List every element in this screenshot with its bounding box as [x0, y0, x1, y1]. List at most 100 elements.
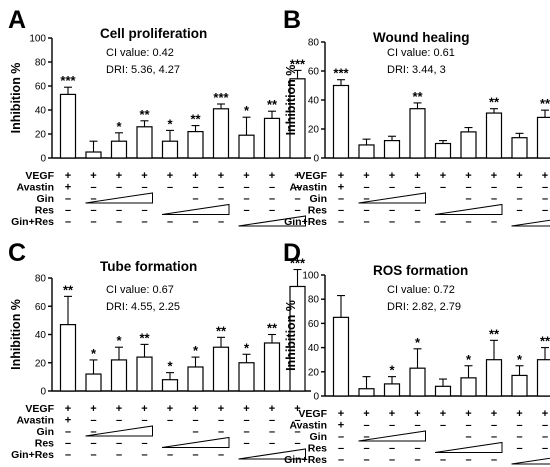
treatment-mark: + — [269, 170, 275, 182]
y-axis-label: Inhibition % — [284, 65, 298, 136]
bar — [212, 346, 230, 392]
treatment-mark: + — [389, 408, 395, 420]
treatment-mark: + — [491, 408, 497, 420]
treatment-mark: + — [414, 408, 420, 420]
treatment-mark: + — [192, 403, 198, 415]
y-tick-label: 40 — [308, 96, 320, 107]
treatment-mark: – — [269, 438, 275, 450]
y-tick-label: 60 — [35, 302, 47, 313]
bar — [136, 356, 153, 392]
treatment-mark: + — [116, 403, 122, 415]
treatment-mark: – — [389, 182, 395, 194]
treatment-mark: – — [141, 449, 147, 461]
y-tick-label: 20 — [35, 358, 47, 369]
treatment-mark: – — [491, 216, 497, 228]
treatment-mark: – — [243, 182, 249, 194]
treatment-mark: – — [414, 205, 420, 217]
significance-label: ** — [267, 97, 278, 112]
treatment-row-label: VEGF — [298, 170, 327, 182]
treatment-mark: – — [269, 193, 275, 205]
treatment-mark: – — [338, 454, 344, 466]
treatment-mark: – — [243, 205, 249, 217]
treatment-row-label: Res — [35, 438, 54, 450]
treatment-mark: – — [116, 216, 122, 228]
treatment-mark: – — [363, 420, 369, 432]
annotation-ci-value: CI value: 0.42 — [106, 47, 174, 59]
panel-title: Wound healing — [373, 30, 470, 45]
y-tick-label: 100 — [29, 34, 46, 45]
y-axis-label: Inhibition % — [9, 63, 23, 134]
treatment-mark: – — [167, 182, 173, 194]
bar — [434, 142, 452, 159]
treatment-mark: + — [141, 170, 147, 182]
bar — [460, 131, 477, 159]
treatment-mark: – — [218, 426, 224, 438]
dose-wedge — [358, 192, 426, 204]
bar — [511, 374, 528, 397]
treatment-mark: – — [491, 431, 497, 443]
treatment-mark: – — [192, 182, 198, 194]
treatment-mark: – — [218, 182, 224, 194]
treatment-row-label: VEGF — [25, 403, 54, 415]
panel-a: A Cell proliferation CI value: 0.42 DRI: 5.… — [8, 6, 311, 228]
panel-title: ROS formation — [373, 263, 468, 278]
bar — [187, 131, 204, 159]
dose-wedge — [161, 436, 230, 448]
bar — [383, 140, 401, 159]
treatment-row-label: Res — [308, 443, 327, 455]
treatment-mark: + — [65, 415, 71, 427]
treatment-mark: – — [269, 415, 275, 427]
treatment-mark: + — [363, 170, 369, 182]
treatment-row-label: Gin+Res — [284, 454, 327, 466]
treatment-mark: – — [192, 426, 198, 438]
treatment-mark: – — [440, 420, 446, 432]
treatment-mark: – — [363, 454, 369, 466]
bar — [161, 140, 179, 159]
significance-label: * — [244, 340, 250, 355]
treatment-mark: + — [218, 170, 224, 182]
treatment-mark: + — [414, 170, 420, 182]
treatment-mark: – — [218, 449, 224, 461]
treatment-mark: + — [338, 182, 344, 194]
treatment-mark: – — [167, 449, 173, 461]
treatment-mark: – — [294, 426, 300, 438]
treatment-mark: – — [269, 205, 275, 217]
significance-label: ** — [412, 89, 423, 104]
treatment-mark: + — [542, 408, 548, 420]
treatment-mark: – — [338, 205, 344, 217]
treatment-mark: – — [414, 420, 420, 432]
treatment-mark: + — [269, 403, 275, 415]
treatment-mark: – — [243, 438, 249, 450]
panel-letter: C — [8, 239, 26, 267]
dose-wedge — [161, 203, 230, 215]
treatment-mark: – — [141, 216, 147, 228]
significance-label: *** — [333, 66, 349, 81]
treatment-mark: + — [440, 170, 446, 182]
treatment-mark: – — [542, 193, 548, 205]
bar — [110, 359, 128, 392]
treatment-mark: – — [389, 454, 395, 466]
treatment-row-label: Res — [35, 205, 54, 217]
annotation-dri: DRI: 5.36, 4.27 — [106, 64, 180, 76]
treatment-mark: – — [90, 426, 96, 438]
treatment-mark: – — [389, 420, 395, 432]
treatment-mark: – — [465, 182, 471, 194]
treatment-mark: – — [65, 216, 71, 228]
bar — [238, 362, 255, 392]
y-tick-label: 0 — [40, 387, 46, 398]
bar — [212, 108, 230, 159]
treatment-mark: – — [363, 431, 369, 443]
y-tick-label: 100 — [302, 271, 319, 282]
treatment-mark: – — [542, 431, 548, 443]
treatment-mark: – — [90, 415, 96, 427]
bar — [238, 134, 255, 159]
treatment-mark: – — [90, 182, 96, 194]
significance-label: * — [466, 352, 472, 367]
significance-label: ** — [190, 112, 201, 127]
treatment-mark: – — [192, 216, 198, 228]
y-tick-label: 60 — [35, 82, 47, 93]
treatment-mark: – — [294, 193, 300, 205]
bar — [485, 112, 503, 159]
dose-wedge — [434, 203, 503, 215]
y-axis-label: Inhibition % — [9, 299, 23, 370]
